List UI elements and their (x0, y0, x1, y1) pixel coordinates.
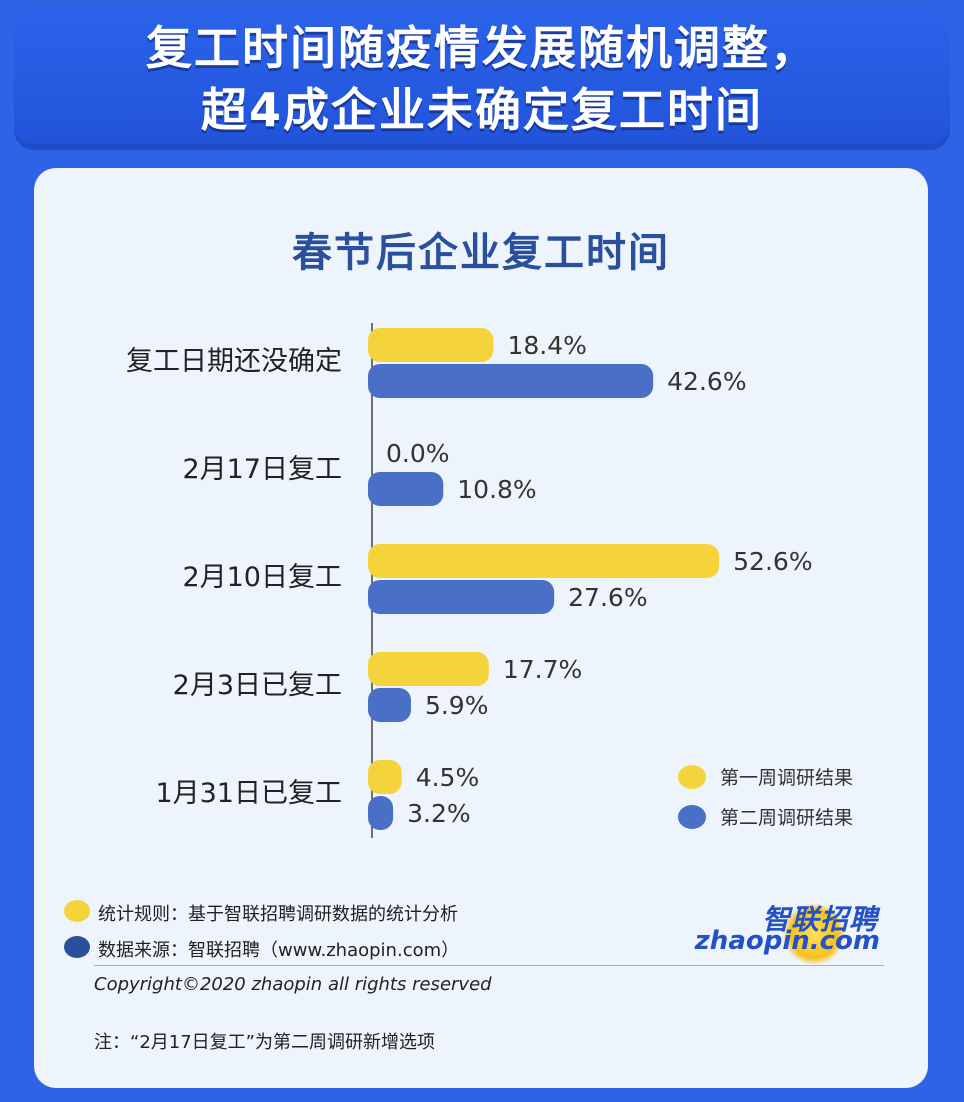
logo-en-text: zhaopin.com (694, 926, 880, 956)
sun-icon (782, 904, 846, 964)
legend-swatch-icon (678, 765, 706, 789)
footnote-text: 注：“2月17日复工”为第二周调研新增选项 (94, 1032, 436, 1053)
data-label: 52.6% (733, 547, 812, 576)
data-label: 27.6% (568, 583, 647, 612)
bar-week1 (368, 760, 402, 794)
legend-swatch-icon (678, 805, 706, 829)
bar-week2 (368, 796, 394, 830)
bar-week1 (368, 652, 489, 686)
category-label: 复工日期还没确定 (126, 346, 342, 377)
zhaopin-logo: 智联招聘 zhaopin.com (695, 898, 904, 964)
data-label: 4.5% (416, 763, 480, 792)
rule-bullet-icon (64, 900, 90, 922)
legend-label: 第二周调研结果 (720, 807, 853, 829)
bar-week2 (368, 580, 555, 614)
source-bullet-icon (64, 936, 90, 958)
data-label: 0.0% (386, 439, 450, 468)
copyright-text: Copyright©2020 zhaopin all rights reserv… (94, 974, 492, 995)
data-label: 17.7% (503, 655, 582, 684)
bar-chart: 复工日期还没确定 18.4% 42.6% 2月17日复工 0.0%10.8% 2月10日复… (126, 323, 853, 838)
footer-divider (94, 965, 884, 966)
bar-week2 (368, 472, 444, 506)
category-label: 2月3日已复工 (173, 670, 342, 701)
chart-card: 春节后企业复工时间 复工日期还没确定 18.4% 42.6% 2月17日复工 0.0% 1… (34, 168, 928, 1088)
bar-week1 (368, 328, 494, 362)
headline-line-1: 复工时间随疫情发展随机调整， (146, 21, 818, 75)
logo-cn-text: 智联招聘 (761, 903, 878, 936)
data-label: 42.6% (667, 367, 746, 396)
chart-title: 春节后企业复工时间 (292, 230, 670, 276)
data-label: 3.2% (407, 799, 471, 828)
bar-week1 (368, 544, 720, 578)
data-label: 10.8% (457, 475, 536, 504)
bar-week2 (368, 364, 654, 398)
headline-banner (14, 8, 950, 150)
legend-label: 第一周调研结果 (720, 767, 853, 789)
data-label: 5.9% (425, 691, 489, 720)
category-label: 1月31日已复工 (155, 778, 342, 809)
data-label: 18.4% (507, 331, 586, 360)
bar-week2 (368, 688, 411, 722)
headline-line-2: 超4成企业未确定复工时间 (200, 83, 763, 137)
source-text: 数据来源：智联招聘（www.zhaopin.com） (98, 940, 460, 961)
category-label: 2月17日复工 (182, 454, 342, 485)
rule-text: 统计规则：基于智联招聘调研数据的统计分析 (98, 904, 458, 925)
category-label: 2月10日复工 (182, 562, 342, 593)
